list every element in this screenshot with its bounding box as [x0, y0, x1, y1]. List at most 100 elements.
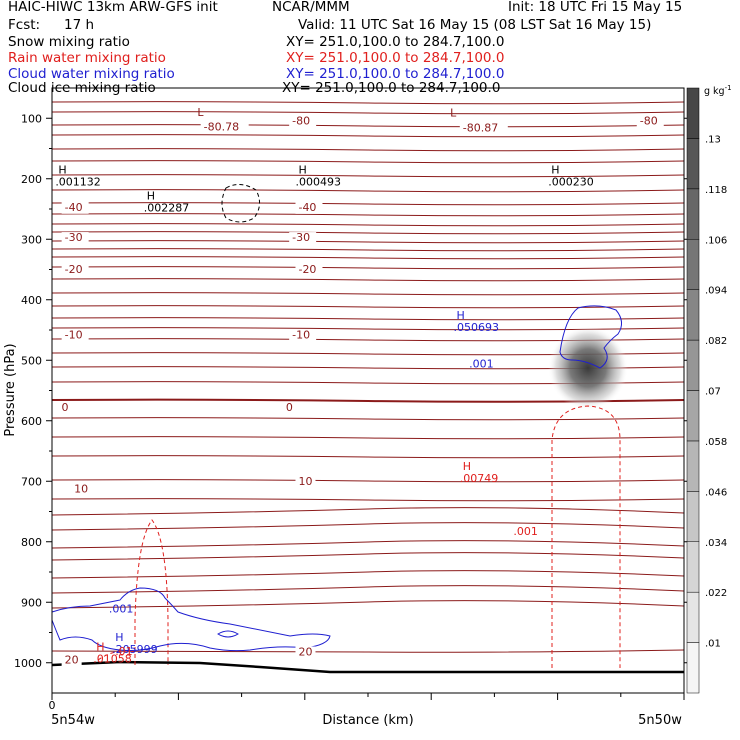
field-row-cloud-water: Cloud water mixing ratio	[8, 67, 175, 81]
field-xy-rain: XY= 251.0,100.0 to 284.7,100.0	[286, 50, 505, 66]
isotherm-line	[51, 223, 685, 227]
cloud-ice-contour	[221, 184, 260, 223]
contour-label: .001	[513, 525, 538, 538]
colorbar-swatch	[686, 239, 700, 290]
isotherm-line	[51, 436, 685, 440]
field-xy-cloud-water: XY= 251.0,100.0 to 284.7,100.0	[286, 66, 505, 82]
extremum-marker: H	[115, 631, 123, 644]
isotherm-line	[51, 498, 685, 502]
extremum-marker: H	[147, 189, 155, 202]
isotherm-label: 20	[298, 645, 312, 658]
fcst-label: Fcst:	[8, 17, 41, 33]
y-tick-label: 900	[21, 596, 42, 609]
isotherm-line	[51, 160, 685, 164]
rain-contour-small	[97, 650, 136, 661]
extremum-marker: H	[456, 309, 464, 322]
terrain-line	[51, 660, 684, 674]
colorbar-level-label: .046	[705, 487, 727, 498]
colorbar-level-label: .082	[705, 336, 727, 347]
isotherm-label-bg	[289, 115, 317, 128]
isotherm-label-bg	[61, 329, 89, 342]
colorbar: .01 .022 .034 .046 .058 .07 .082 .094 .106 .118 .1…	[686, 84, 732, 694]
extremum-value: .000493	[295, 175, 341, 188]
rain-contour-right	[551, 405, 621, 668]
field-row-snow: Snow mixing ratio	[8, 35, 130, 49]
isotherm-label: -20	[298, 263, 316, 276]
isotherm-label-bg	[61, 654, 82, 667]
isotherm-line	[51, 266, 685, 270]
extremum-marker: H	[96, 641, 104, 654]
colorbar-swatch	[686, 591, 700, 643]
colorbar-swatch	[686, 339, 700, 391]
y-tick-label: 200	[21, 173, 42, 186]
isotherm-label-bg	[289, 232, 317, 245]
y-tick-label: 1000	[14, 657, 42, 670]
isotherm-line	[51, 278, 685, 282]
colorbar-swatch	[686, 642, 700, 694]
model-title: HAIC-HIWC 13km ARW-GFS init	[8, 0, 218, 15]
colorbar-swatch	[686, 541, 700, 593]
extremum-marker: H	[551, 163, 559, 176]
isotherm-label: 0	[286, 401, 293, 414]
isotherm-line	[51, 540, 685, 549]
x-zero-label: 0	[49, 699, 56, 712]
isotherm-label-bg	[61, 232, 89, 245]
isotherm-lines	[51, 101, 685, 653]
extremum-marker: H	[58, 163, 66, 176]
y-tick-label: 300	[21, 233, 42, 246]
isotherm-label: 0	[61, 401, 68, 414]
isotherm-line	[51, 570, 685, 579]
extremum-value: .00749	[460, 472, 499, 485]
isotherm-line	[51, 317, 685, 321]
isotherm-label-bg	[289, 329, 317, 342]
isotherm-line	[51, 101, 685, 105]
isotherm-label-bg	[61, 264, 89, 277]
contour-label: .001	[469, 358, 494, 371]
y-tick-label: 800	[21, 536, 42, 549]
contour-label: .001	[109, 603, 134, 616]
colorbar-level-label: .01	[705, 639, 721, 650]
isotherm-line	[51, 585, 685, 594]
x-start-label: 5n54w	[51, 713, 95, 728]
cloud-water-upper	[559, 305, 622, 369]
field-row-rain: Rain water mixing ratio	[8, 51, 166, 65]
colorbar-swatch	[686, 491, 700, 543]
extremum-value: .002287	[144, 201, 190, 214]
isotherm-line	[51, 552, 685, 561]
extremum-value: .050693	[453, 321, 499, 334]
y-axis-label: Pressure (hPa)	[3, 343, 18, 436]
colorbar-level-label: .022	[705, 588, 727, 599]
isotherm-line	[51, 248, 685, 252]
extremum-value: .01058	[93, 653, 131, 666]
colorbar-swatch	[686, 138, 700, 190]
isotherm-line	[51, 305, 685, 309]
isotherm-label: -80.87	[463, 122, 498, 135]
extremum-value: .001132	[55, 175, 101, 188]
colorbar-level-label: .118	[705, 185, 727, 196]
isotherm-label-bg	[61, 201, 89, 214]
isotherm-label: -10	[65, 328, 83, 341]
cloud-water-lower	[51, 587, 331, 652]
valid-label: Valid: 11 UTC Sat 16 May 15 (08 LST Sat …	[298, 17, 652, 33]
colorbar-unit: g kg-1	[704, 84, 732, 97]
isotherm-label-bg	[58, 402, 72, 415]
isotherm-line	[51, 479, 685, 483]
extremum-value: .205999	[112, 643, 158, 656]
colorbar-swatch	[686, 440, 700, 492]
isotherm-line	[51, 189, 685, 193]
isotherm-line	[51, 240, 685, 244]
isotherm-label-bg	[636, 115, 664, 128]
isotherm-label: 10	[298, 475, 312, 488]
colorbar-level-label: .058	[705, 437, 727, 448]
isotherm-line	[51, 292, 685, 296]
colorbar-swatch	[686, 289, 700, 341]
isotherm-label-bg	[295, 475, 316, 488]
isotherm-line	[51, 507, 685, 516]
cloud-water-small-loop	[217, 630, 239, 638]
snow-max-shading	[548, 326, 628, 410]
isotherm-label-bg	[295, 646, 316, 659]
contour-label: .01	[115, 645, 133, 658]
isotherm-label: 20	[65, 653, 79, 666]
field-xy-snow: XY= 251.0,100.0 to 284.7,100.0	[286, 34, 505, 50]
extremum-marker: H	[298, 163, 306, 176]
